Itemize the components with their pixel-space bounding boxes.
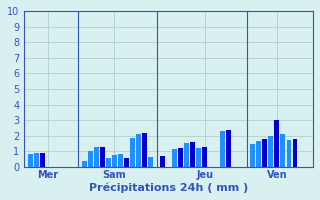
Bar — [40, 153, 44, 167]
Bar — [262, 139, 267, 167]
Bar — [148, 157, 153, 167]
Bar — [190, 142, 195, 167]
Bar — [178, 148, 183, 167]
Bar — [94, 147, 99, 167]
Bar — [88, 151, 93, 167]
X-axis label: Précipitations 24h ( mm ): Précipitations 24h ( mm ) — [89, 183, 248, 193]
Bar — [160, 156, 165, 167]
Bar — [184, 143, 189, 167]
Bar — [136, 134, 141, 167]
Bar — [82, 161, 87, 167]
Bar — [220, 131, 225, 167]
Bar — [281, 134, 285, 167]
Bar — [142, 133, 147, 167]
Bar — [250, 144, 255, 167]
Bar — [196, 148, 201, 167]
Bar — [172, 149, 177, 167]
Bar — [130, 138, 135, 167]
Bar — [106, 158, 111, 167]
Bar — [226, 130, 231, 167]
Bar — [275, 120, 279, 167]
Bar — [28, 154, 33, 167]
Bar — [256, 141, 261, 167]
Bar — [292, 139, 298, 167]
Bar — [124, 158, 129, 167]
Bar — [286, 140, 292, 167]
Bar — [100, 147, 105, 167]
Bar — [34, 153, 39, 167]
Bar — [202, 147, 207, 167]
Bar — [268, 136, 273, 167]
Bar — [112, 155, 117, 167]
Bar — [118, 154, 123, 167]
